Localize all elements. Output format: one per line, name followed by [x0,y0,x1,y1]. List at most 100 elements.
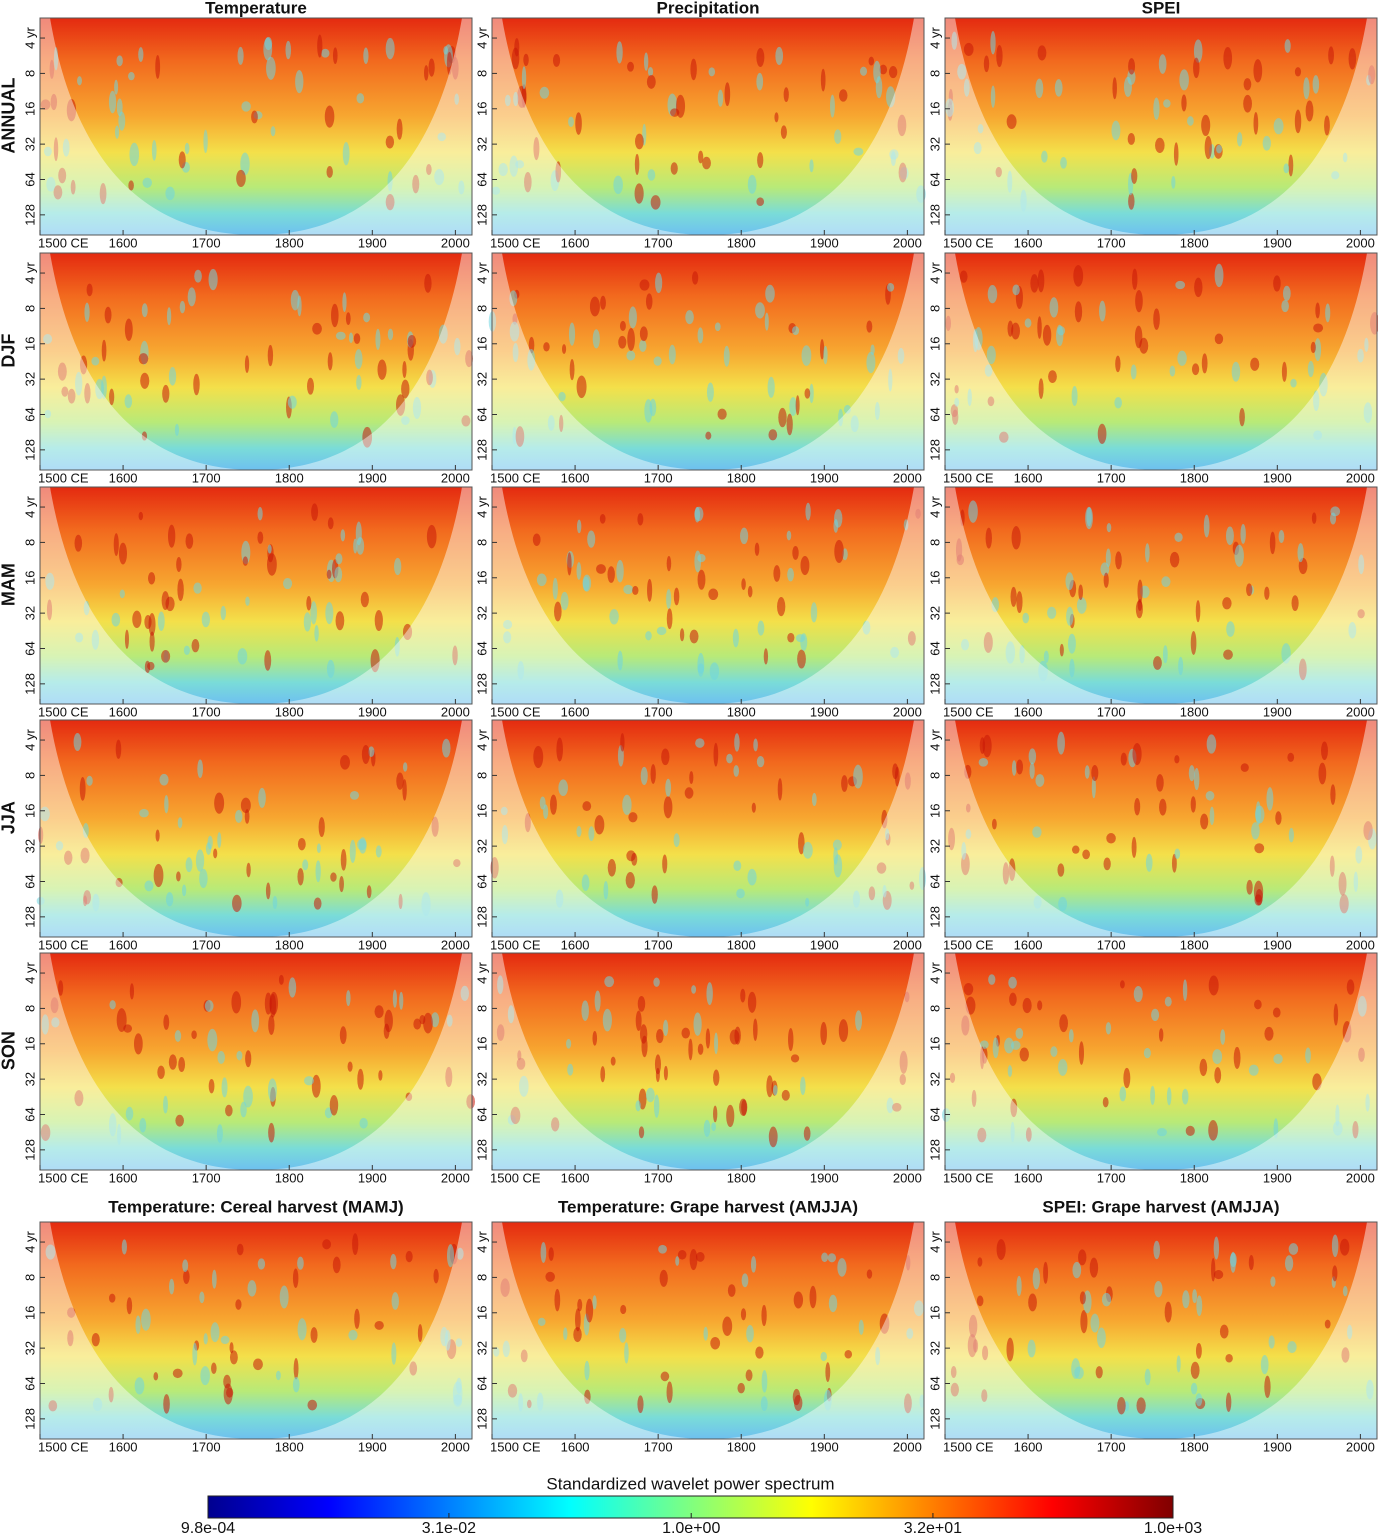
x-tick-label: 1500 CE [943,704,994,719]
power-texture [668,344,676,365]
power-texture [1255,889,1263,906]
power-texture [1214,333,1224,345]
power-texture [210,1322,220,1343]
power-texture [220,1335,230,1345]
power-texture [692,271,699,285]
power-texture [647,169,656,181]
panel: 1500 CE 1600 1700 1800 1900 2000 4 yr 8 16 32 64 12… [22,719,473,952]
power-texture [334,566,343,583]
power-texture [646,74,656,89]
power-texture [1331,1234,1339,1258]
x-tick-label: 1600 [561,1170,590,1185]
y-tick-label: 128 [927,906,942,928]
x-tick-label: 2000 [1346,704,1375,719]
x-tick-label: 1700 [1097,704,1126,719]
y-tick-label: 128 [22,673,37,695]
power-texture [713,1069,720,1086]
power-texture [1342,1020,1352,1043]
power-texture [532,533,541,546]
x-tick-label: 1600 [1014,1170,1043,1185]
power-texture [702,156,711,170]
power-texture [1037,316,1042,339]
power-texture [265,882,271,900]
power-texture [1043,650,1049,663]
power-texture [965,829,972,839]
power-texture [431,816,439,837]
power-texture [852,890,860,908]
x-tick-label: 1600 [109,704,138,719]
power-texture [307,1399,318,1411]
power-texture [1025,1127,1032,1142]
power-texture [1050,1046,1058,1057]
y-tick-label: 32 [22,606,37,620]
power-texture [739,1098,748,1116]
power-texture [581,874,590,891]
power-texture [264,650,272,671]
power-texture [119,589,125,599]
power-texture [1008,976,1017,989]
row-label: ANNUAL [0,78,19,154]
power-texture [446,51,453,75]
power-texture [1240,523,1246,544]
power-texture [267,544,272,554]
power-texture [690,58,697,81]
power-texture [798,832,805,855]
power-texture [1191,363,1200,376]
power-texture [330,872,337,882]
power-texture [182,1259,189,1272]
y-tick-label: 128 [474,1408,489,1430]
power-texture [881,809,888,829]
power-texture [135,1315,141,1334]
power-texture [793,1291,804,1309]
power-texture [1278,529,1285,543]
power-texture [237,46,244,65]
power-texture [602,1008,612,1032]
power-texture [1004,1037,1014,1054]
cone-of-influence [945,720,1377,937]
power-texture [839,89,848,102]
power-texture [217,832,222,848]
power-texture [1030,274,1039,293]
power-texture [803,1126,811,1141]
power-texture [710,1336,721,1350]
power-texture [67,1330,74,1347]
power-texture [121,1239,127,1255]
power-texture [1275,811,1282,825]
power-texture [844,1349,853,1359]
power-texture [1102,1097,1109,1108]
power-texture [374,1005,384,1019]
power-texture [666,556,672,572]
power-texture [726,1104,735,1128]
power-texture [1011,322,1021,340]
power-texture [1315,302,1320,319]
cone-of-influence [40,720,472,937]
power-texture [945,98,955,117]
power-texture [1208,1119,1218,1141]
panel-frame [944,952,1378,1171]
power-texture [1065,572,1074,591]
power-texture [950,404,959,418]
power-texture [1330,784,1336,805]
power-texture [594,990,601,1012]
power-texture [124,318,133,341]
power-texture [352,1233,359,1256]
power-texture [1216,144,1223,154]
panel: 1500 CE 1600 1700 1800 1900 2000 4 yr 8 16 32 64 12… [927,952,1378,1185]
power-texture [1318,762,1327,785]
cone-of-influence [40,1222,472,1439]
power-texture [830,94,835,118]
power-texture [192,1342,198,1366]
panel-frame [39,719,473,938]
power-texture [151,140,157,161]
power-texture [363,312,371,323]
power-texture [600,1066,606,1083]
power-texture [176,871,181,882]
power-texture [236,1243,244,1256]
power-texture [1281,299,1289,313]
power-texture [101,339,107,362]
power-texture [174,423,180,436]
power-texture [697,569,706,590]
power-texture [243,1085,253,1108]
power-texture [797,649,806,669]
colorbar-tick-label: 3.2e+01 [904,1520,962,1537]
